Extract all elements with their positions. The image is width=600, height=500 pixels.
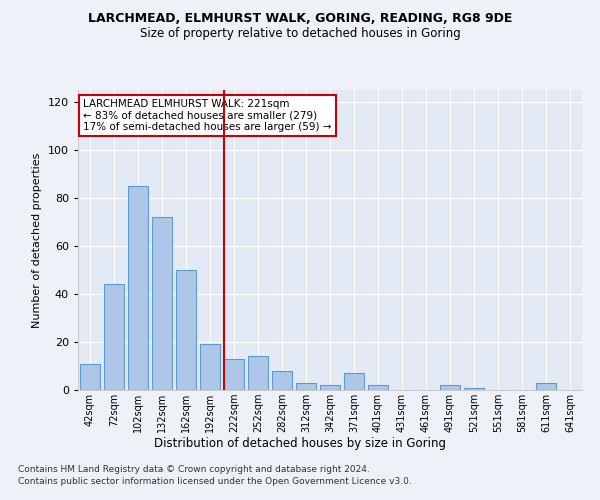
Bar xyxy=(536,383,556,390)
Bar xyxy=(200,344,220,390)
Bar xyxy=(320,385,340,390)
Bar xyxy=(80,364,100,390)
Bar xyxy=(248,356,268,390)
Bar xyxy=(464,388,484,390)
Text: Size of property relative to detached houses in Goring: Size of property relative to detached ho… xyxy=(140,28,460,40)
Bar xyxy=(440,385,460,390)
Text: LARCHMEAD, ELMHURST WALK, GORING, READING, RG8 9DE: LARCHMEAD, ELMHURST WALK, GORING, READIN… xyxy=(88,12,512,26)
Bar xyxy=(368,385,388,390)
Text: Contains public sector information licensed under the Open Government Licence v3: Contains public sector information licen… xyxy=(18,477,412,486)
Bar xyxy=(176,270,196,390)
Bar xyxy=(152,217,172,390)
Bar xyxy=(224,359,244,390)
Y-axis label: Number of detached properties: Number of detached properties xyxy=(32,152,42,328)
Bar xyxy=(272,371,292,390)
Bar xyxy=(296,383,316,390)
Bar xyxy=(344,373,364,390)
Text: Contains HM Land Registry data © Crown copyright and database right 2024.: Contains HM Land Registry data © Crown c… xyxy=(18,466,370,474)
Text: LARCHMEAD ELMHURST WALK: 221sqm
← 83% of detached houses are smaller (279)
17% o: LARCHMEAD ELMHURST WALK: 221sqm ← 83% of… xyxy=(83,99,332,132)
Bar xyxy=(128,186,148,390)
Bar xyxy=(104,284,124,390)
Text: Distribution of detached houses by size in Goring: Distribution of detached houses by size … xyxy=(154,438,446,450)
